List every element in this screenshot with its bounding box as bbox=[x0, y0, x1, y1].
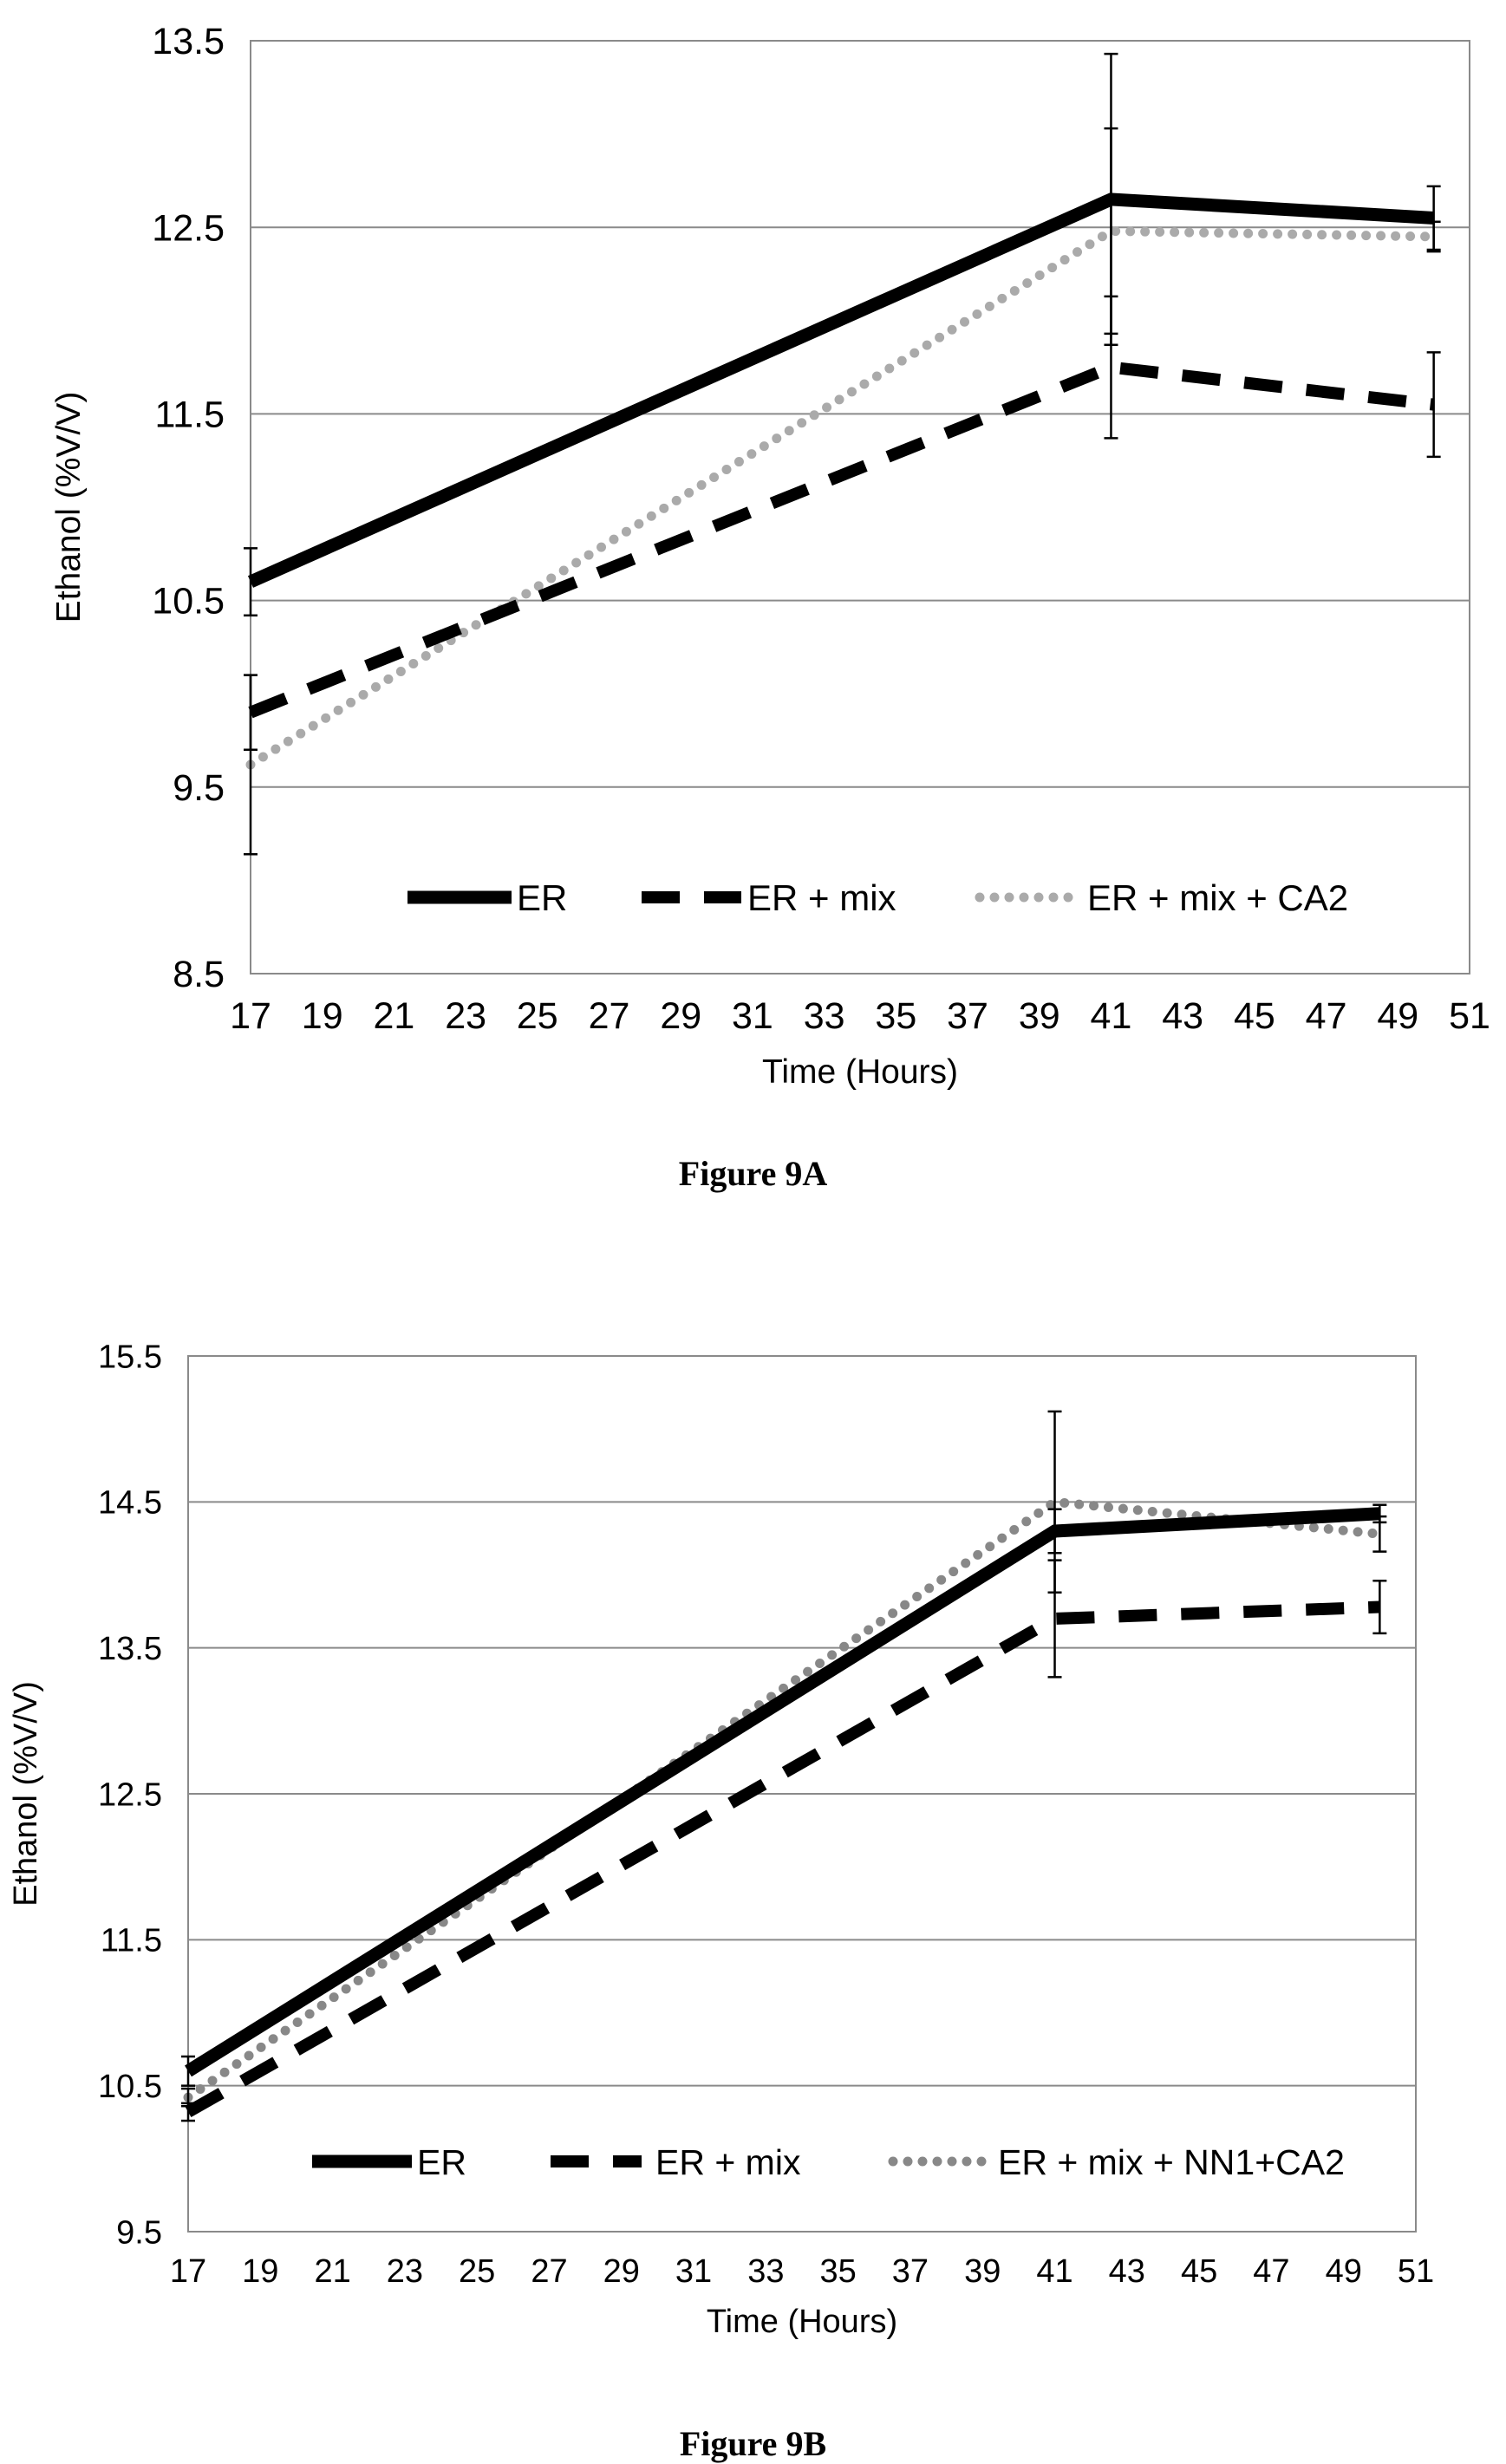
x-tick-label: 23 bbox=[445, 995, 486, 1037]
x-tick-label: 41 bbox=[1036, 2253, 1072, 2290]
x-tick-label: 35 bbox=[875, 995, 916, 1037]
y-tick-label: 9.5 bbox=[116, 2214, 162, 2251]
x-axis-label: Time (Hours) bbox=[762, 1053, 958, 1091]
legend-label: ER + mix + NN1+CA2 bbox=[998, 2142, 1345, 2182]
series-line bbox=[247, 192, 1435, 588]
error-bar bbox=[1104, 127, 1118, 336]
y-tick-label: 13.5 bbox=[152, 21, 225, 62]
chart-9a: 8.5 9.5 10.5 11.5 12.5 13.5 17 19 21 23 25 27 29 31 33… bbox=[50, 21, 1490, 1091]
figure-9a: 8.5 9.5 10.5 11.5 12.5 13.5 17 19 21 23 25 27 29 31 33… bbox=[0, 0, 1506, 1222]
x-tick-label: 49 bbox=[1326, 2253, 1362, 2290]
x-axis-label: Time (Hours) bbox=[707, 2304, 897, 2340]
error-bar bbox=[1047, 1410, 1062, 1594]
error-bar bbox=[181, 2055, 195, 2087]
x-tick-label: 35 bbox=[820, 2253, 857, 2290]
y-tick-label: 12.5 bbox=[98, 1776, 162, 1813]
error-bar bbox=[181, 2087, 195, 2108]
y-axis-label: Ethanol (%V/V) bbox=[50, 392, 88, 623]
error-bar bbox=[244, 547, 258, 617]
y-tick-label: 13.5 bbox=[98, 1631, 162, 1667]
y-tick-label: 8.5 bbox=[173, 954, 225, 995]
x-tick-label: 45 bbox=[1181, 2253, 1217, 2290]
x-tick-label: 33 bbox=[747, 2253, 784, 2290]
x-tick-label: 27 bbox=[531, 2253, 567, 2290]
error-bar bbox=[1426, 220, 1441, 253]
legend: ER ER + mix ER + mix + CA2 bbox=[407, 877, 1348, 918]
error-bar bbox=[1372, 1515, 1387, 1553]
x-tick-label: 29 bbox=[660, 995, 701, 1037]
y-tick-label: 10.5 bbox=[98, 2069, 162, 2105]
x-tick-label: 31 bbox=[732, 995, 773, 1037]
x-tick-label: 25 bbox=[517, 995, 558, 1037]
x-tick-label: 47 bbox=[1253, 2253, 1289, 2290]
y-tick-label: 11.5 bbox=[101, 1923, 162, 1959]
figure-9b: 9.5 10.5 11.5 12.5 13.5 14.5 15.5 17 19 21 23 25 27 2… bbox=[0, 1222, 1506, 2463]
y-tick-label: 15.5 bbox=[98, 1339, 162, 1375]
x-tick-label: 47 bbox=[1306, 995, 1347, 1037]
x-tick-label: 17 bbox=[170, 2253, 206, 2290]
y-tick-label: 10.5 bbox=[152, 581, 225, 623]
legend-label: ER bbox=[417, 2142, 466, 2182]
x-tick-label: 21 bbox=[314, 2253, 350, 2290]
plot-frame bbox=[250, 40, 1470, 975]
legend-label: ER + mix bbox=[747, 877, 896, 918]
x-tick-label: 17 bbox=[230, 995, 271, 1037]
x-tick-label: 25 bbox=[459, 2253, 495, 2290]
x-tick-label: 19 bbox=[242, 2253, 278, 2290]
legend-label: ER + mix bbox=[655, 2142, 801, 2182]
x-tick-label: 33 bbox=[804, 995, 845, 1037]
y-axis-label: Ethanol (%V/V) bbox=[8, 1681, 44, 1907]
x-tick-label: 27 bbox=[589, 995, 630, 1037]
x-tick-label: 37 bbox=[892, 2253, 929, 2290]
figure-caption: Figure 9B bbox=[679, 2424, 827, 2463]
legend: ER ER + mix ER + mix + NN1+CA2 bbox=[312, 2142, 1345, 2182]
x-tick-label: 49 bbox=[1377, 995, 1418, 1037]
x-tick-label: 39 bbox=[964, 2253, 1001, 2290]
x-tick-label: 29 bbox=[603, 2253, 640, 2290]
x-tick-label: 31 bbox=[675, 2253, 712, 2290]
y-tick-label: 14.5 bbox=[98, 1485, 162, 1522]
error-bar bbox=[1372, 1579, 1387, 1635]
x-tick-label: 41 bbox=[1091, 995, 1132, 1037]
y-tick-label: 12.5 bbox=[152, 207, 225, 249]
y-tick-label: 11.5 bbox=[155, 394, 225, 435]
x-tick-label: 37 bbox=[947, 995, 988, 1037]
x-tick-label: 23 bbox=[387, 2253, 423, 2290]
error-bar bbox=[1426, 351, 1441, 459]
x-tick-label: 19 bbox=[302, 995, 343, 1037]
figure-caption: Figure 9A bbox=[678, 1154, 828, 1193]
y-tick-label: 9.5 bbox=[173, 767, 225, 809]
x-tick-label: 51 bbox=[1449, 995, 1490, 1037]
plot-frame bbox=[187, 1355, 1417, 2233]
legend-label: ER + mix + CA2 bbox=[1087, 877, 1348, 918]
x-tick-label: 43 bbox=[1162, 995, 1203, 1037]
series-line bbox=[185, 1507, 1380, 2077]
x-tick-label: 21 bbox=[373, 995, 414, 1037]
x-tick-label: 45 bbox=[1234, 995, 1275, 1037]
series-line bbox=[248, 361, 1435, 719]
x-tick-label: 43 bbox=[1109, 2253, 1145, 2290]
chart-9b: 9.5 10.5 11.5 12.5 13.5 14.5 15.5 17 19 21 23 25 27 2… bbox=[8, 1339, 1434, 2340]
legend-label: ER bbox=[517, 877, 567, 918]
error-bar bbox=[244, 674, 258, 856]
x-tick-label: 51 bbox=[1398, 2253, 1434, 2290]
series-line bbox=[185, 1600, 1380, 2118]
x-tick-label: 39 bbox=[1019, 995, 1060, 1037]
